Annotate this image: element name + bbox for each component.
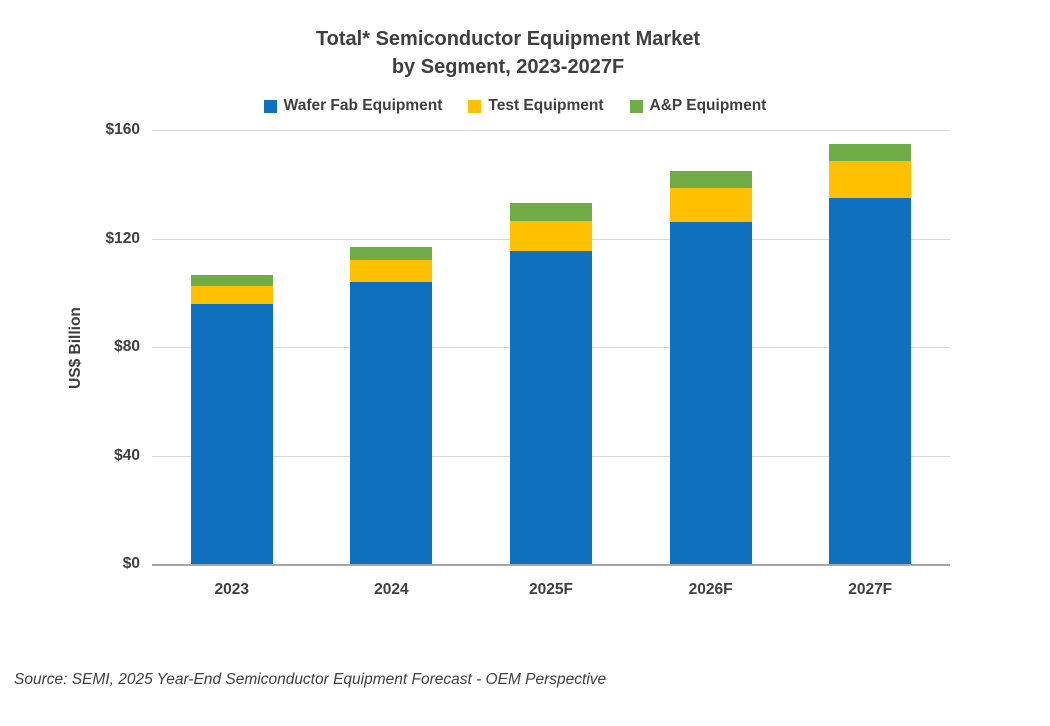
source-note: Source: SEMI, 2025 Year-End Semiconducto… xyxy=(14,671,607,688)
bar-segment-2025f-test-equipment xyxy=(510,220,592,251)
bar-segment-2026f-test-equipment xyxy=(669,188,752,223)
x-axis-label-2026f: 2026F xyxy=(688,581,733,598)
legend-item-test-equipment: Test Equipment xyxy=(468,97,604,115)
bar-segment-2023-test-equipment xyxy=(190,285,273,304)
chart-title-line2: by Segment, 2023-2027F xyxy=(391,56,625,78)
legend-item-wafer-fab-equipment: Wafer Fab Equipment xyxy=(263,97,443,115)
chart-title-line1: Total* Semiconductor Equipment Market xyxy=(315,28,701,50)
legend-swatch-a-p-equipment xyxy=(629,99,643,113)
x-axis-label-2027f: 2027F xyxy=(848,581,893,598)
plot-area xyxy=(152,130,950,566)
legend-swatch-wafer-fab-equipment xyxy=(263,99,277,113)
y-tick-label-80: $80 xyxy=(114,338,140,355)
chart-title: Total* Semiconductor Equipment Market by… xyxy=(0,25,1016,81)
x-axis-label-2024: 2024 xyxy=(374,581,409,598)
legend-item-a-p-equipment: A&P Equipment xyxy=(629,97,767,115)
bar-segment-2024-test-equipment xyxy=(350,260,433,282)
gridline xyxy=(152,130,950,131)
legend-label: Test Equipment xyxy=(488,97,604,114)
y-tick-label-160: $160 xyxy=(105,121,140,138)
x-axis-label-2023: 2023 xyxy=(214,581,250,598)
x-axis-label-2025f: 2025F xyxy=(529,581,573,598)
bar-segment-2027f-a-p-equipment xyxy=(829,143,912,162)
legend-swatch-test-equipment xyxy=(468,99,482,113)
bar-segment-2027f-test-equipment xyxy=(829,161,912,198)
bar-segment-2024-wafer-fab-equipment xyxy=(350,281,433,564)
y-tick-label-0: $0 xyxy=(122,555,140,572)
legend-label: A&P Equipment xyxy=(649,97,767,114)
bar-segment-2025f-wafer-fab-equipment xyxy=(510,250,592,564)
bar-segment-2025f-a-p-equipment xyxy=(510,203,592,221)
bar-segment-2024-a-p-equipment xyxy=(350,246,433,261)
bar-segment-2023-wafer-fab-equipment xyxy=(190,303,273,564)
y-tick-label-120: $120 xyxy=(105,229,140,247)
bar-segment-2027f-wafer-fab-equipment xyxy=(829,197,912,564)
chart-legend: Wafer Fab Equipment Test Equipment A&P Equ… xyxy=(0,97,1030,115)
bar-segment-2026f-a-p-equipment xyxy=(669,170,752,189)
footnotes: Source: SEMI, 2025 Year-End Semiconducto… xyxy=(14,620,881,726)
legend-label: Wafer Fab Equipment xyxy=(283,97,443,114)
y-tick-label-40: $40 xyxy=(114,446,140,464)
bar-segment-2023-a-p-equipment xyxy=(190,275,273,286)
bar-segment-2026f-wafer-fab-equipment xyxy=(669,222,752,564)
